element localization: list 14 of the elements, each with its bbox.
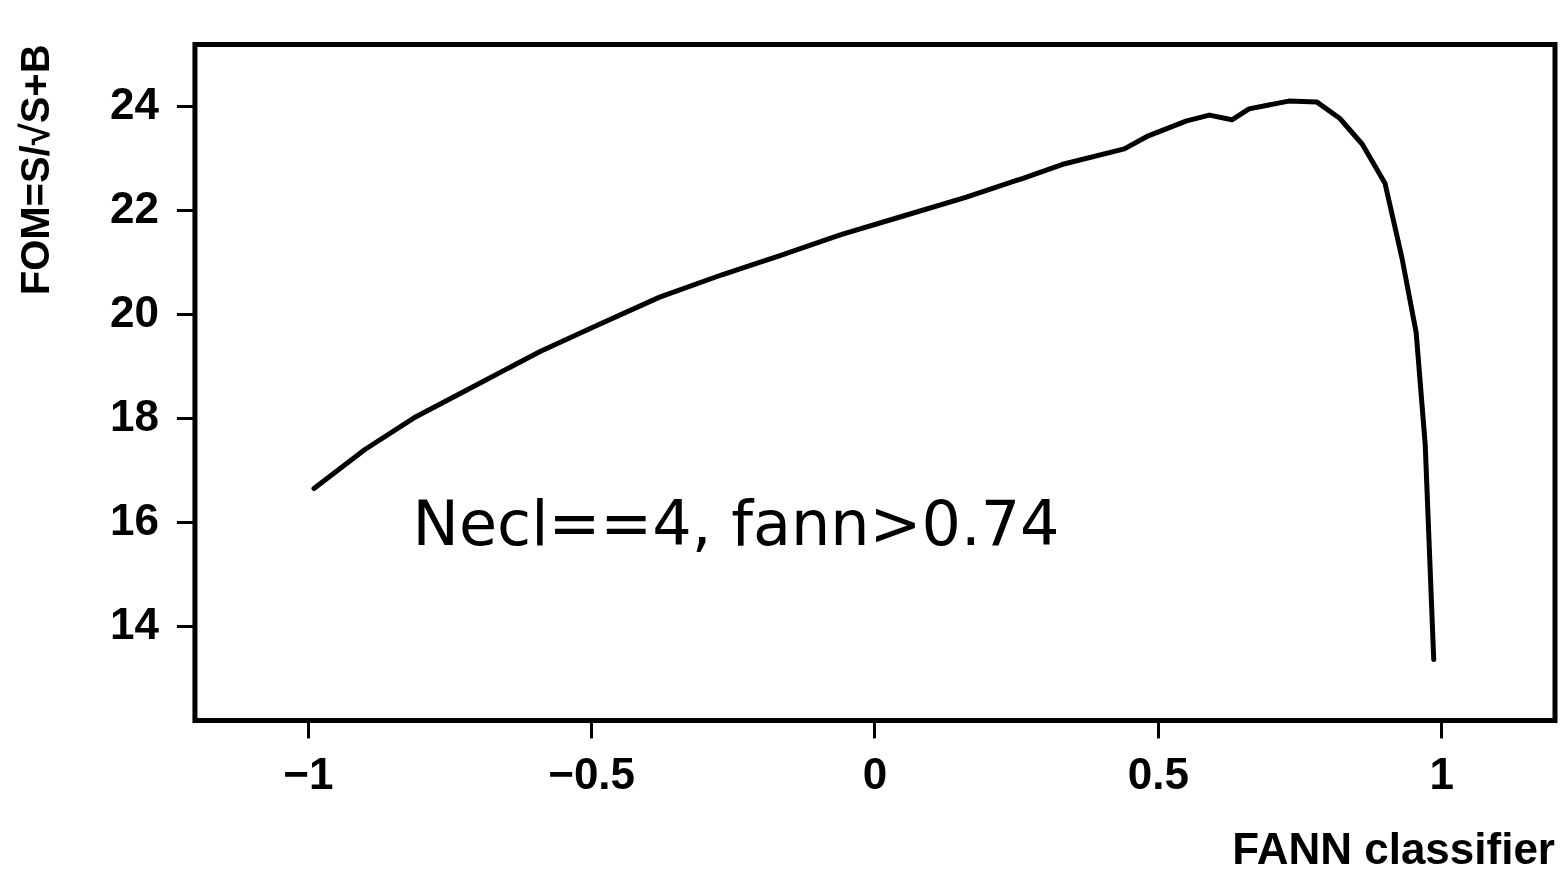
y-tick-label: 22 bbox=[109, 182, 159, 232]
y-tick-label: 14 bbox=[109, 598, 160, 648]
y-tick-label: 24 bbox=[109, 78, 160, 128]
y-tick-label: 20 bbox=[109, 286, 159, 336]
x-tick-label: −0.5 bbox=[548, 748, 636, 798]
y-tick-label: 16 bbox=[109, 494, 159, 544]
x-tick-label: −1 bbox=[283, 748, 334, 798]
y-tick-label: 18 bbox=[109, 390, 159, 440]
x-tick-label: 1 bbox=[1429, 748, 1454, 798]
x-tick-label: 0.5 bbox=[1127, 748, 1189, 798]
x-tick-label: 0 bbox=[862, 748, 888, 798]
y-axis-title: FOM=S/√S+B bbox=[13, 44, 58, 296]
x-axis-title: FANN classifier bbox=[1232, 823, 1555, 873]
annotation: Necl==4, fann>0.74 bbox=[412, 486, 1060, 560]
